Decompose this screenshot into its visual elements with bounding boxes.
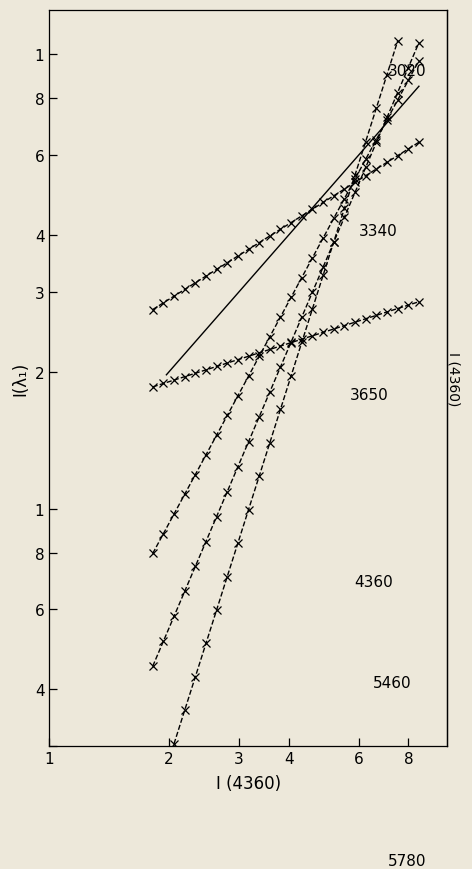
X-axis label: I (4360): I (4360) — [216, 774, 281, 793]
Text: 5460: 5460 — [372, 675, 411, 690]
Text: 3340: 3340 — [359, 223, 397, 238]
Y-axis label: I (4360): I (4360) — [447, 352, 461, 406]
Text: 3020: 3020 — [388, 64, 427, 79]
Text: 3650: 3650 — [350, 388, 388, 403]
Text: 4360: 4360 — [354, 574, 393, 590]
Text: 5780: 5780 — [388, 853, 426, 868]
Y-axis label: I(λ₁): I(λ₁) — [11, 362, 29, 396]
